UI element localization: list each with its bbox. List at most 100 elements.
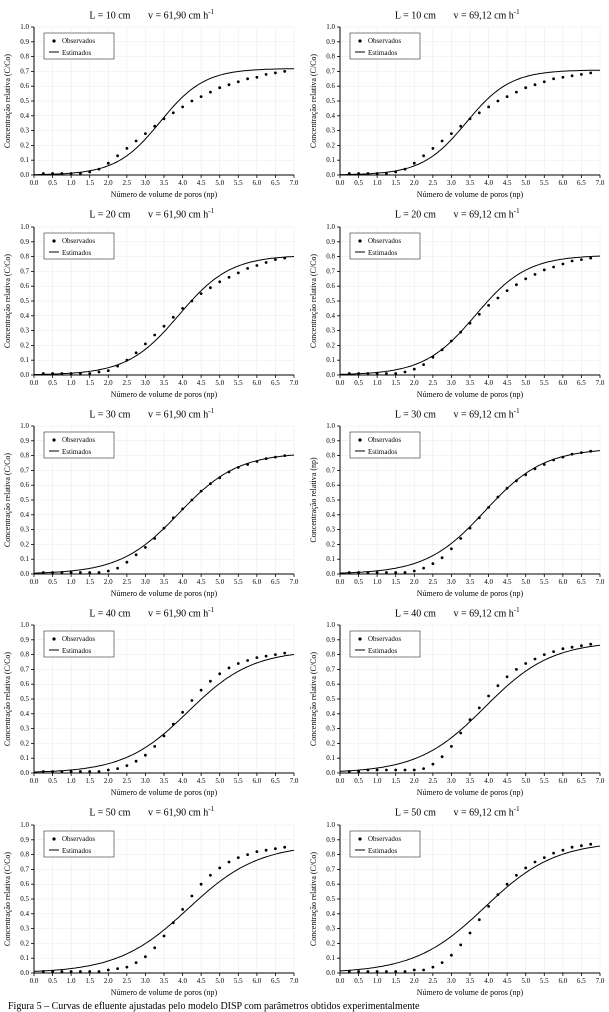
chart-svg: 0.00.51.01.52.02.53.03.54.04.55.05.56.06… (306, 221, 609, 401)
svg-text:0.3: 0.3 (20, 725, 29, 733)
svg-text:0.0: 0.0 (30, 578, 39, 586)
svg-text:1.5: 1.5 (391, 578, 400, 586)
chart-svg: 0.00.51.01.52.02.53.03.54.04.55.05.56.06… (0, 221, 304, 401)
svg-text:5.5: 5.5 (539, 777, 548, 785)
svg-text:0.5: 0.5 (20, 895, 29, 903)
svg-text:5.5: 5.5 (234, 578, 243, 586)
svg-text:3.5: 3.5 (160, 578, 169, 586)
svg-text:4.0: 4.0 (484, 777, 493, 785)
svg-text:0.5: 0.5 (20, 97, 29, 105)
svg-text:0.9: 0.9 (20, 636, 29, 644)
svg-text:6.5: 6.5 (577, 578, 586, 586)
panel-title: L = 30 cm v = 61,90 cm h-1 (0, 405, 304, 420)
svg-text:Observados: Observados (62, 635, 95, 643)
svg-text:1.5: 1.5 (391, 179, 400, 187)
svg-text:1.0: 1.0 (326, 621, 335, 629)
svg-text:5.0: 5.0 (521, 578, 530, 586)
svg-text:2.0: 2.0 (104, 578, 113, 586)
svg-text:0.5: 0.5 (354, 977, 363, 985)
svg-text:0.3: 0.3 (326, 326, 335, 334)
svg-text:0.4: 0.4 (20, 511, 29, 519)
svg-text:0.1: 0.1 (20, 356, 29, 364)
svg-text:Estimados: Estimados (62, 448, 91, 456)
svg-text:1.0: 1.0 (372, 777, 381, 785)
svg-text:0.6: 0.6 (20, 681, 29, 689)
svg-text:3.5: 3.5 (465, 578, 474, 586)
svg-text:6.5: 6.5 (577, 977, 586, 985)
svg-text:0.5: 0.5 (20, 695, 29, 703)
svg-text:4.0: 4.0 (178, 977, 187, 985)
chart-svg: 0.00.51.01.52.02.53.03.54.04.55.05.56.06… (306, 819, 609, 999)
svg-text:4.0: 4.0 (178, 777, 187, 785)
svg-text:5.5: 5.5 (539, 578, 548, 586)
svg-text:7.0: 7.0 (290, 578, 299, 586)
svg-text:0.1: 0.1 (326, 954, 335, 962)
svg-text:5.0: 5.0 (521, 977, 530, 985)
svg-text:5.5: 5.5 (234, 777, 243, 785)
svg-text:2.0: 2.0 (409, 578, 418, 586)
svg-text:5.5: 5.5 (539, 179, 548, 187)
svg-text:0.1: 0.1 (20, 157, 29, 165)
svg-text:0.9: 0.9 (20, 437, 29, 445)
svg-text:6.5: 6.5 (271, 578, 280, 586)
svg-text:0.2: 0.2 (326, 341, 335, 349)
panel-title: L = 40 cm v = 69,12 cm h-1 (306, 604, 609, 619)
panel-title: L = 20 cm v = 61,90 cm h-1 (0, 205, 304, 220)
chart-panel-r3-c1: L = 40 cm v = 69,12 cm h-10.00.51.01.52.… (306, 604, 609, 799)
svg-text:0.0: 0.0 (20, 570, 29, 578)
panel-title: L = 40 cm v = 61,90 cm h-1 (0, 604, 304, 619)
svg-text:7.0: 7.0 (595, 179, 604, 187)
svg-text:0.5: 0.5 (48, 379, 57, 387)
svg-text:2.5: 2.5 (122, 578, 131, 586)
svg-text:Número de volume de poros (np): Número de volume de poros (np) (416, 390, 523, 399)
svg-text:0.0: 0.0 (20, 171, 29, 179)
svg-text:0.0: 0.0 (326, 570, 335, 578)
svg-text:4.5: 4.5 (197, 179, 206, 187)
chart-panel-r3-c0: L = 40 cm v = 61,90 cm h-10.00.51.01.52.… (0, 604, 304, 799)
svg-text:0.1: 0.1 (20, 555, 29, 563)
svg-text:4.0: 4.0 (484, 977, 493, 985)
svg-text:Estimados: Estimados (62, 647, 91, 655)
svg-text:0.5: 0.5 (326, 695, 335, 703)
svg-text:3.5: 3.5 (465, 977, 474, 985)
svg-text:5.0: 5.0 (215, 179, 224, 187)
chart-svg: 0.00.51.01.52.02.53.03.54.04.55.05.56.06… (0, 819, 304, 999)
svg-text:2.0: 2.0 (104, 179, 113, 187)
svg-text:0.4: 0.4 (20, 311, 29, 319)
svg-text:6.0: 6.0 (558, 777, 567, 785)
svg-text:0.3: 0.3 (326, 725, 335, 733)
svg-text:6.5: 6.5 (577, 179, 586, 187)
svg-text:Número de volume de poros (np): Número de volume de poros (np) (416, 788, 523, 797)
svg-text:Estimados: Estimados (62, 249, 91, 257)
svg-text:0.6: 0.6 (326, 282, 335, 290)
svg-text:0.8: 0.8 (20, 651, 29, 659)
svg-text:2.0: 2.0 (104, 977, 113, 985)
panel-title: L = 10 cm v = 61,90 cm h-1 (0, 6, 304, 21)
svg-text:3.5: 3.5 (160, 977, 169, 985)
svg-text:1.0: 1.0 (20, 23, 29, 31)
svg-text:Estimados: Estimados (62, 847, 91, 855)
svg-text:0.2: 0.2 (326, 540, 335, 548)
svg-text:2.0: 2.0 (409, 777, 418, 785)
svg-text:2.5: 2.5 (428, 777, 437, 785)
svg-text:4.5: 4.5 (197, 379, 206, 387)
svg-text:0.0: 0.0 (20, 769, 29, 777)
svg-text:0.2: 0.2 (326, 939, 335, 947)
svg-text:0.6: 0.6 (20, 282, 29, 290)
svg-text:5.5: 5.5 (234, 977, 243, 985)
svg-text:0.2: 0.2 (20, 142, 29, 150)
svg-text:6.5: 6.5 (577, 777, 586, 785)
svg-text:1.5: 1.5 (391, 777, 400, 785)
svg-text:0.8: 0.8 (326, 53, 335, 61)
chart-svg: 0.00.51.01.52.02.53.03.54.04.55.05.56.06… (306, 21, 609, 201)
svg-text:Estimados: Estimados (62, 49, 91, 57)
svg-text:6.0: 6.0 (558, 977, 567, 985)
svg-text:Estimados: Estimados (368, 647, 397, 655)
svg-text:0.2: 0.2 (20, 939, 29, 947)
svg-text:4.5: 4.5 (502, 977, 511, 985)
svg-text:0.3: 0.3 (20, 924, 29, 932)
svg-text:0.5: 0.5 (48, 578, 57, 586)
svg-text:4.0: 4.0 (178, 379, 187, 387)
panel-title: L = 10 cm v = 69,12 cm h-1 (306, 6, 609, 21)
svg-text:1.0: 1.0 (326, 821, 335, 829)
